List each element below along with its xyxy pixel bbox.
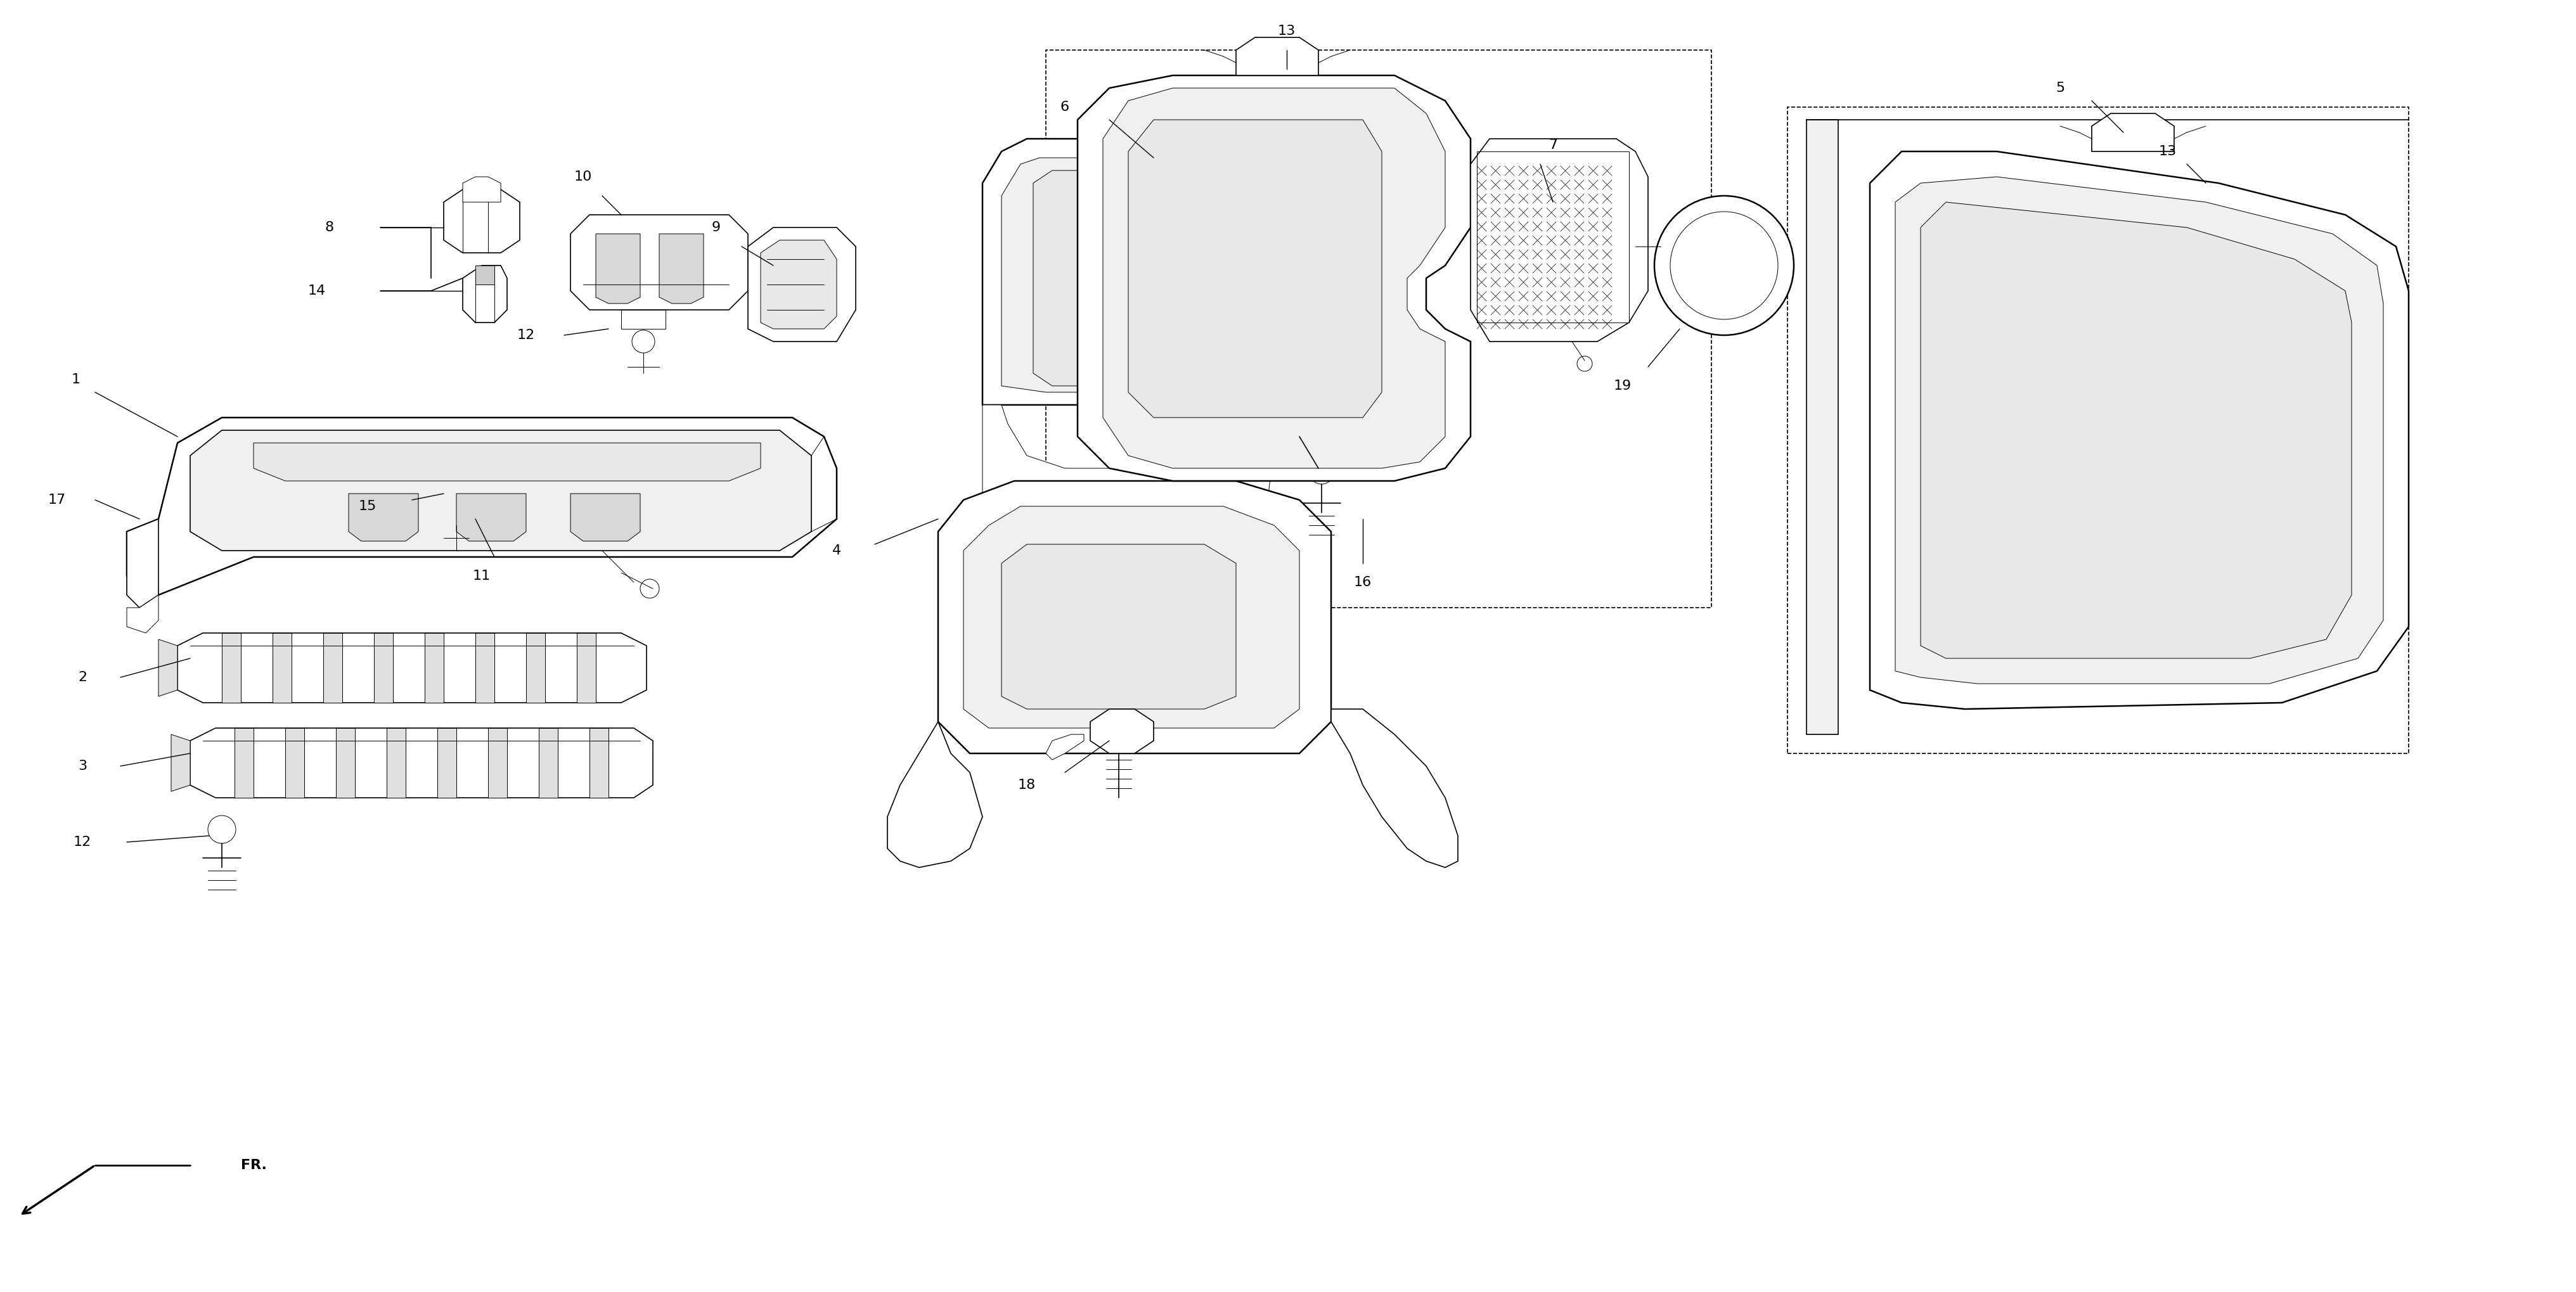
Polygon shape — [464, 265, 507, 323]
Polygon shape — [126, 417, 837, 596]
Polygon shape — [477, 265, 495, 284]
Polygon shape — [464, 177, 500, 202]
Bar — [577, 500, 634, 528]
Polygon shape — [178, 633, 647, 703]
Polygon shape — [126, 596, 160, 633]
Polygon shape — [569, 494, 641, 541]
Text: 14: 14 — [309, 284, 327, 297]
Polygon shape — [938, 481, 1332, 753]
Text: 12: 12 — [75, 836, 90, 849]
Polygon shape — [443, 190, 520, 253]
Text: 18: 18 — [1018, 779, 1036, 792]
Polygon shape — [1128, 120, 1381, 417]
Polygon shape — [1090, 709, 1154, 753]
Text: 10: 10 — [574, 171, 592, 183]
Polygon shape — [374, 633, 394, 703]
Polygon shape — [456, 494, 526, 541]
Text: 17: 17 — [49, 494, 67, 506]
Polygon shape — [348, 494, 417, 541]
Text: 13: 13 — [2159, 145, 2177, 158]
Polygon shape — [1002, 544, 1236, 709]
Polygon shape — [981, 138, 1280, 404]
Text: 6: 6 — [1061, 101, 1069, 114]
Polygon shape — [234, 729, 252, 797]
Polygon shape — [335, 729, 355, 797]
Polygon shape — [2092, 114, 2174, 151]
Polygon shape — [760, 240, 837, 329]
Polygon shape — [621, 310, 665, 329]
Polygon shape — [981, 393, 1280, 563]
Text: 16: 16 — [1355, 576, 1373, 589]
Text: 19: 19 — [1613, 380, 1631, 393]
Polygon shape — [222, 633, 242, 703]
Text: 5: 5 — [2056, 81, 2063, 94]
Polygon shape — [595, 234, 641, 304]
Polygon shape — [286, 729, 304, 797]
Bar — [464, 500, 520, 528]
Text: 8: 8 — [325, 221, 335, 234]
Text: 2: 2 — [77, 671, 88, 683]
Polygon shape — [273, 633, 291, 703]
Polygon shape — [1103, 88, 1445, 468]
Polygon shape — [747, 227, 855, 341]
Polygon shape — [322, 633, 343, 703]
Polygon shape — [1896, 177, 2383, 683]
Polygon shape — [1046, 734, 1084, 760]
Polygon shape — [487, 729, 507, 797]
Polygon shape — [1332, 709, 1458, 867]
Text: 7: 7 — [1548, 138, 1558, 151]
Text: 15: 15 — [358, 500, 376, 513]
Polygon shape — [1806, 120, 1839, 734]
Circle shape — [1654, 196, 1793, 335]
Polygon shape — [590, 729, 608, 797]
Polygon shape — [191, 430, 811, 550]
Polygon shape — [569, 214, 747, 310]
Polygon shape — [1236, 37, 1319, 75]
Polygon shape — [1002, 158, 1262, 393]
Polygon shape — [252, 443, 760, 481]
Text: 4: 4 — [832, 544, 842, 557]
Polygon shape — [886, 722, 981, 867]
Text: 12: 12 — [518, 329, 536, 341]
Polygon shape — [1870, 151, 2409, 709]
Polygon shape — [126, 519, 160, 607]
Bar — [1788, 107, 2409, 753]
Bar — [1046, 50, 1710, 607]
Polygon shape — [1922, 202, 2352, 659]
Polygon shape — [577, 633, 595, 703]
Polygon shape — [526, 633, 546, 703]
Polygon shape — [170, 734, 191, 792]
Text: 13: 13 — [1278, 25, 1296, 37]
Text: 3: 3 — [77, 760, 88, 773]
Polygon shape — [425, 633, 443, 703]
Polygon shape — [191, 729, 652, 797]
Polygon shape — [1471, 138, 1649, 341]
Text: 1: 1 — [72, 373, 80, 386]
Polygon shape — [659, 234, 703, 304]
Text: FR.: FR. — [242, 1159, 268, 1172]
Polygon shape — [386, 729, 404, 797]
Polygon shape — [438, 729, 456, 797]
Polygon shape — [538, 729, 559, 797]
Text: 11: 11 — [474, 570, 489, 583]
Polygon shape — [1033, 171, 1229, 386]
Polygon shape — [1077, 75, 1471, 481]
Polygon shape — [477, 633, 495, 703]
Polygon shape — [160, 640, 178, 696]
Text: 9: 9 — [711, 221, 721, 234]
Polygon shape — [963, 506, 1298, 729]
Bar — [355, 500, 412, 528]
